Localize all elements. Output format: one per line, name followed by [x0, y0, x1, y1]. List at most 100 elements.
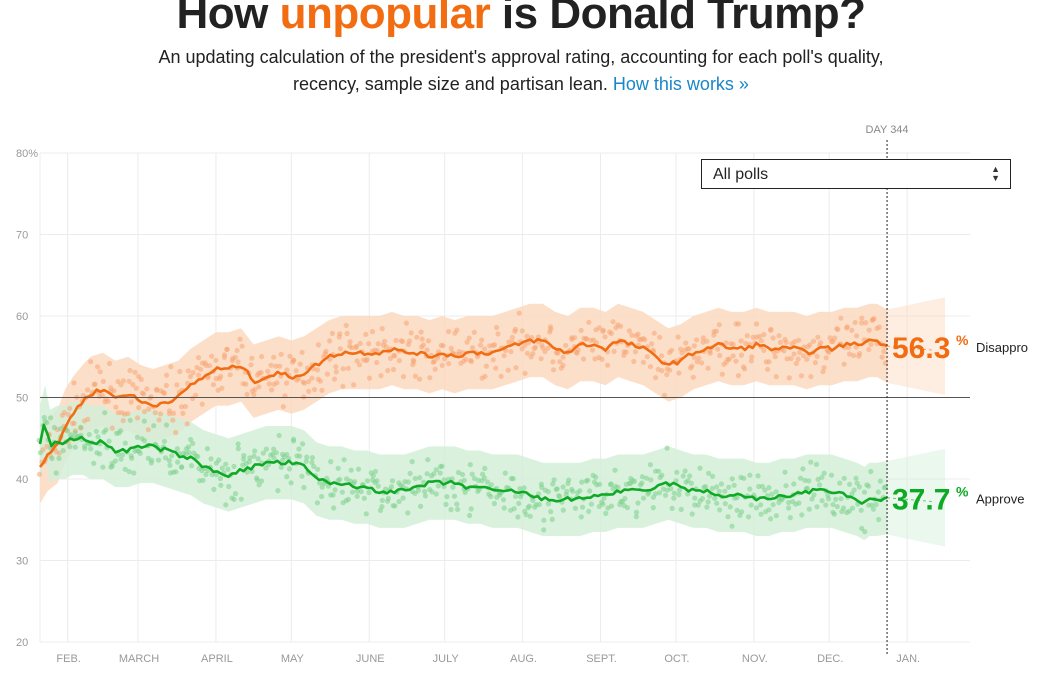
approve-poll-dot: [787, 515, 793, 521]
disapprove-poll-dot: [479, 337, 485, 343]
approve-poll-dot: [163, 422, 170, 428]
disapprove-poll-dot: [481, 346, 488, 352]
approve-poll-dot: [597, 481, 603, 487]
approve-poll-dot: [712, 495, 718, 501]
disapprove-poll-dot: [524, 333, 530, 339]
disapprove-poll-dot: [696, 355, 702, 361]
approve-poll-dot: [58, 426, 64, 432]
approve-poll-dot: [385, 495, 391, 501]
approve-poll-dot: [633, 509, 640, 515]
approve-poll-dot: [762, 487, 768, 493]
approve-poll-dot: [161, 438, 168, 444]
approve-poll-dot: [67, 444, 73, 450]
approve-poll-dot: [706, 470, 712, 476]
approve-poll-dot: [418, 503, 424, 509]
approve-poll-dot: [596, 503, 602, 510]
disapprove-poll-dot: [383, 344, 389, 350]
disapprove-poll-dot: [126, 378, 132, 384]
disapprove-poll-dot: [382, 338, 388, 344]
disapprove-poll-dot: [237, 336, 243, 342]
approve-poll-dot: [650, 505, 656, 511]
disapprove-poll-dot: [797, 349, 803, 356]
disapprove-poll-dot: [730, 341, 736, 347]
disapprove-poll-dot: [403, 320, 409, 326]
approve-poll-dot: [833, 496, 839, 502]
approve-poll-dot: [49, 455, 55, 462]
disapprove-poll-dot: [67, 405, 73, 411]
disapprove-poll-dot: [808, 374, 814, 380]
approve-poll-dot: [815, 476, 821, 482]
disapprove-poll-dot: [374, 359, 380, 366]
disapprove-poll-dot: [364, 356, 370, 362]
approve-poll-dot: [209, 471, 215, 478]
disapprove-poll-dot: [719, 371, 725, 377]
disapprove-poll-dot: [667, 367, 673, 373]
disapprove-poll-dot: [495, 331, 501, 337]
approve-poll-dot: [431, 471, 437, 477]
approve-poll-dot: [511, 506, 517, 512]
approve-poll-dot: [174, 446, 180, 452]
disapprove-poll-dot: [84, 387, 91, 393]
approve-poll-dot: [502, 470, 508, 476]
approve-poll-dot: [799, 512, 805, 518]
approve-poll-dot: [315, 466, 321, 472]
approve-poll-dot: [109, 463, 115, 469]
disapprove-poll-dot: [340, 383, 346, 389]
approve-poll-dot: [151, 423, 157, 429]
approve-poll-dot: [856, 484, 863, 490]
approve-poll-dot: [213, 472, 219, 478]
approve-poll-dot: [639, 480, 645, 486]
approve-poll-dot: [235, 446, 241, 452]
disapprove-poll-dot: [618, 323, 624, 329]
disapprove-poll-dot: [522, 370, 528, 376]
disapprove-poll-dot: [876, 324, 882, 330]
approve-poll-dot: [849, 505, 856, 511]
disapprove-poll-dot: [180, 410, 186, 416]
approve-poll-dot: [296, 446, 302, 452]
approve-poll-dot: [388, 484, 395, 490]
approve-poll-dot: [141, 418, 147, 424]
approve-poll-dot: [389, 478, 396, 484]
approve-poll-dot: [288, 480, 294, 486]
disapprove-poll-dot: [635, 331, 641, 337]
disapprove-poll-dot: [723, 340, 729, 346]
disapprove-poll-dot: [626, 328, 633, 334]
disapprove-poll-dot: [329, 330, 335, 336]
disapprove-poll-dot: [299, 349, 305, 355]
approve-poll-dot: [444, 494, 450, 500]
disapprove-poll-dot: [804, 356, 810, 362]
approve-poll-dot: [93, 428, 99, 434]
approve-poll-dot: [572, 505, 579, 511]
approve-poll-dot: [527, 513, 533, 519]
approve-poll-dot: [549, 516, 555, 523]
disapprove-poll-dot: [871, 316, 877, 322]
approve-poll-dot: [541, 517, 547, 523]
approve-poll-dot: [455, 506, 461, 512]
disapprove-poll-dot: [199, 401, 205, 407]
approve-poll-dot: [471, 475, 478, 482]
disapprove-poll-dot: [717, 352, 723, 359]
approve-poll-dot: [425, 457, 431, 463]
poll-filter-select[interactable]: All polls ▲ ▼: [701, 159, 1011, 189]
disapprove-poll-dot: [278, 351, 284, 357]
approve-poll-dot: [188, 436, 194, 443]
approve-poll-dot: [375, 483, 381, 489]
disapprove-poll-dot: [177, 368, 183, 375]
approve-poll-dot: [304, 454, 310, 460]
disapprove-poll-dot: [182, 403, 188, 410]
disapprove-poll-dot: [644, 354, 650, 360]
approve-poll-dot: [756, 483, 762, 490]
approve-poll-dot: [682, 468, 688, 474]
approve-poll-dot: [435, 483, 441, 489]
how-this-works-link[interactable]: How this works »: [612, 74, 749, 94]
disapprove-poll-dot: [170, 410, 177, 416]
approve-poll-dot: [600, 501, 606, 507]
approve-poll-dot: [560, 484, 566, 490]
approve-poll-dot: [868, 468, 874, 475]
approve-poll-dot: [782, 469, 788, 475]
approve-poll-dot: [179, 464, 185, 470]
disapprove-poll-dot: [530, 351, 536, 357]
disapprove-poll-dot: [548, 326, 554, 332]
disapprove-poll-dot: [713, 328, 720, 334]
disapprove-poll-dot: [157, 411, 164, 417]
